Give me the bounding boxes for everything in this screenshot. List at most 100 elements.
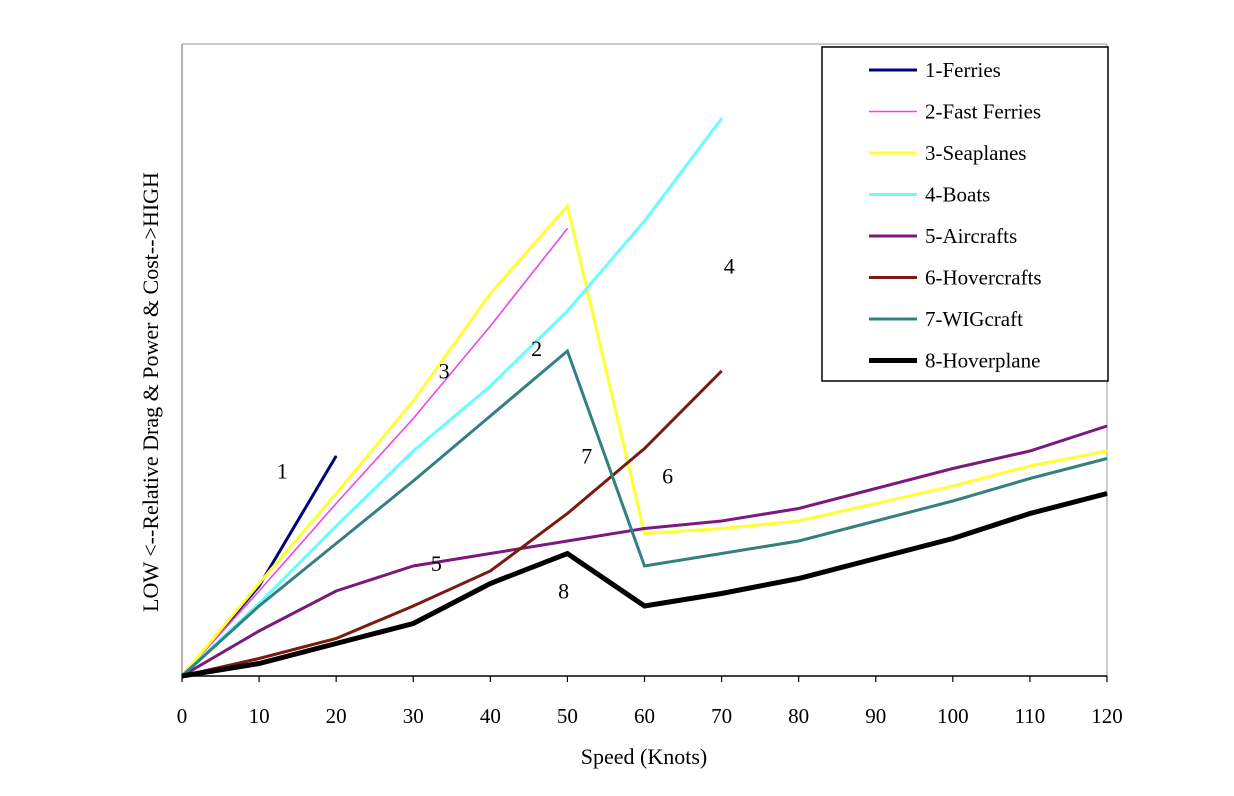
data-point-3-seaplanes-110 bbox=[1029, 465, 1031, 467]
data-point-7-wigcraft-120 bbox=[1106, 458, 1108, 459]
x-tick-label-30: 30 bbox=[403, 704, 424, 728]
data-point-2-fast-ferries-50 bbox=[566, 228, 568, 229]
x-tick-label-110: 110 bbox=[1015, 704, 1046, 728]
data-point-7-wigcraft-50 bbox=[566, 350, 568, 352]
series-line-6-hovercrafts bbox=[181, 369, 723, 678]
data-point-2-fast-ferries-40 bbox=[489, 325, 491, 327]
series-label-3-seaplanes: 3 bbox=[439, 359, 450, 384]
series-line-5-aircrafts bbox=[181, 424, 1108, 678]
data-point-4-boats-40 bbox=[489, 385, 491, 387]
data-point-5-aircrafts-60 bbox=[644, 528, 645, 529]
data-point-2-fast-ferries-30 bbox=[412, 418, 414, 419]
y-axis-title: LOW <--Relative Drag & Power & Cost-->HI… bbox=[138, 172, 163, 612]
data-point-2-fast-ferries-10 bbox=[258, 590, 260, 592]
data-point-3-seaplanes-90 bbox=[875, 503, 877, 504]
data-point-3-seaplanes-30 bbox=[412, 400, 414, 402]
x-tick-label-120: 120 bbox=[1091, 704, 1123, 728]
data-point-8-hoverplane-60 bbox=[644, 605, 645, 607]
data-point-3-seaplanes-40 bbox=[489, 293, 491, 294]
data-point-5-aircrafts-80 bbox=[798, 508, 800, 509]
series-line-2-fast-ferries bbox=[181, 228, 569, 677]
series-label-4-boats: 4 bbox=[724, 254, 735, 279]
series-label-8-hoverplane: 8 bbox=[558, 579, 569, 604]
data-point-7-wigcraft-100 bbox=[952, 500, 954, 502]
data-point-2-fast-ferries-20 bbox=[335, 503, 337, 504]
legend-label-7-wigcraft: 7-WIGcraft bbox=[925, 307, 1023, 331]
legend-label-6-hovercrafts: 6-Hovercrafts bbox=[925, 266, 1042, 290]
data-point-4-boats-70 bbox=[721, 118, 723, 119]
x-tick-label-70: 70 bbox=[711, 704, 732, 728]
data-point-4-boats-20 bbox=[335, 525, 337, 527]
x-tick-label-90: 90 bbox=[865, 704, 886, 728]
data-point-8-hoverplane-110 bbox=[1029, 513, 1031, 514]
series-label-5-aircrafts: 5 bbox=[431, 551, 442, 576]
x-axis-ticks: 0 10 20 30 40 50 60 70 80 90 100 110 120 bbox=[177, 676, 1123, 728]
series-label-6-hovercrafts: 6 bbox=[662, 464, 673, 489]
series-label-2-fast-ferries: 2 bbox=[531, 336, 542, 361]
data-point-5-aircrafts-70 bbox=[721, 520, 723, 522]
x-axis-title: Speed (Knots) bbox=[581, 744, 707, 769]
data-point-8-hoverplane-40 bbox=[489, 583, 491, 584]
data-point-4-boats-50 bbox=[566, 310, 568, 312]
data-point-3-seaplanes-10 bbox=[258, 583, 260, 584]
data-point-7-wigcraft-30 bbox=[412, 480, 414, 482]
legend-box bbox=[821, 46, 1109, 382]
data-point-7-wigcraft-90 bbox=[875, 520, 877, 522]
legend-label-5-aircrafts: 5-Aircrafts bbox=[925, 224, 1017, 248]
data-point-5-aircrafts-90 bbox=[875, 488, 877, 489]
legend-label-8-hoverplane: 8-Hoverplane bbox=[925, 349, 1040, 373]
series-layer bbox=[180, 117, 1108, 679]
legend-label-4-boats: 4-Boats bbox=[925, 183, 990, 207]
data-point-5-aircrafts-110 bbox=[1029, 450, 1031, 452]
data-point-4-boats-30 bbox=[412, 450, 414, 452]
data-point-6-hovercrafts-10 bbox=[258, 658, 260, 659]
x-tick-label-0: 0 bbox=[177, 704, 188, 728]
data-point-5-aircrafts-10 bbox=[258, 630, 260, 632]
x-tick-label-10: 10 bbox=[249, 704, 270, 728]
data-point-5-aircrafts-30 bbox=[412, 565, 414, 567]
data-point-7-wigcraft-110 bbox=[1029, 478, 1031, 479]
data-point-7-wigcraft-80 bbox=[798, 540, 800, 542]
data-point-8-hoverplane-90 bbox=[875, 558, 877, 559]
data-point-8-hoverplane-70 bbox=[721, 593, 723, 594]
data-point-5-aircrafts-20 bbox=[335, 590, 337, 592]
data-point-8-hoverplane-100 bbox=[952, 538, 954, 539]
data-point-3-seaplanes-50 bbox=[566, 205, 568, 207]
data-point-3-seaplanes-70 bbox=[721, 528, 723, 529]
data-point-8-hoverplane-20 bbox=[335, 643, 337, 644]
legend: 1-Ferries 2-Fast Ferries 3-Seaplanes 4-Boat… bbox=[821, 46, 1109, 382]
x-tick-label-60: 60 bbox=[634, 704, 655, 728]
data-point-8-hoverplane-80 bbox=[798, 578, 800, 579]
data-point-4-boats-10 bbox=[258, 603, 260, 604]
data-point-4-boats-60 bbox=[644, 220, 645, 222]
data-point-6-hovercrafts-70 bbox=[721, 370, 723, 372]
data-point-8-hoverplane-50 bbox=[566, 553, 568, 554]
x-tick-label-80: 80 bbox=[788, 704, 809, 728]
data-point-7-wigcraft-60 bbox=[644, 565, 645, 567]
data-point-6-hovercrafts-20 bbox=[335, 638, 337, 639]
x-tick-label-100: 100 bbox=[937, 704, 969, 728]
data-point-1-ferries-20 bbox=[335, 455, 337, 457]
data-point-6-hovercrafts-60 bbox=[644, 448, 645, 449]
data-point-7-wigcraft-70 bbox=[721, 553, 723, 554]
x-tick-label-50: 50 bbox=[557, 704, 578, 728]
data-point-7-wigcraft-40 bbox=[489, 415, 491, 417]
series-line-labels: 1 2 3 4 5 6 7 8 bbox=[277, 254, 735, 604]
data-point-8-hoverplane-10 bbox=[258, 663, 260, 664]
data-point-3-seaplanes-20 bbox=[335, 493, 337, 494]
legend-label-3-seaplanes: 3-Seaplanes bbox=[925, 141, 1026, 165]
data-point-8-hoverplane-120 bbox=[1106, 493, 1108, 494]
series-label-1-ferries: 1 bbox=[277, 459, 288, 484]
data-point-6-hovercrafts-50 bbox=[566, 513, 568, 514]
data-point-3-seaplanes-100 bbox=[952, 485, 954, 487]
data-point-5-aircrafts-120 bbox=[1106, 425, 1108, 427]
data-point-7-wigcraft-10 bbox=[258, 605, 260, 607]
series-line-4-boats bbox=[180, 117, 723, 678]
data-point-8-hoverplane-30 bbox=[412, 623, 414, 624]
x-tick-label-40: 40 bbox=[480, 704, 501, 728]
data-point-6-hovercrafts-30 bbox=[412, 605, 414, 607]
legend-label-2-fast-ferries: 2-Fast Ferries bbox=[925, 100, 1041, 124]
data-point-3-seaplanes-120 bbox=[1106, 450, 1108, 452]
series-label-7-wigcraft: 7 bbox=[581, 444, 592, 469]
